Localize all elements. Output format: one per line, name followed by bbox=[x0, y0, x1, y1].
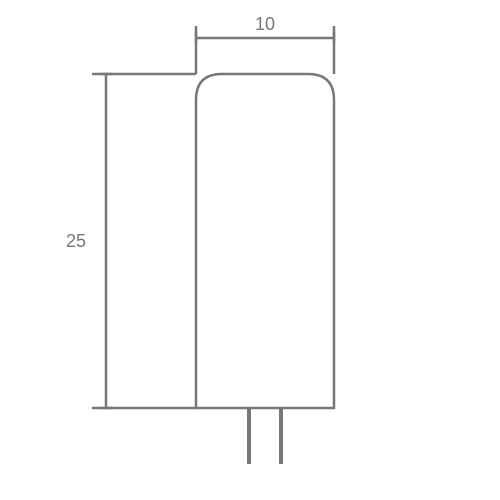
dim-width-value: 10 bbox=[255, 14, 275, 34]
dim-height-value: 25 bbox=[66, 231, 86, 251]
bulb-dimension-diagram: 10 25 bbox=[0, 0, 500, 500]
bulb-outline bbox=[196, 74, 334, 408]
